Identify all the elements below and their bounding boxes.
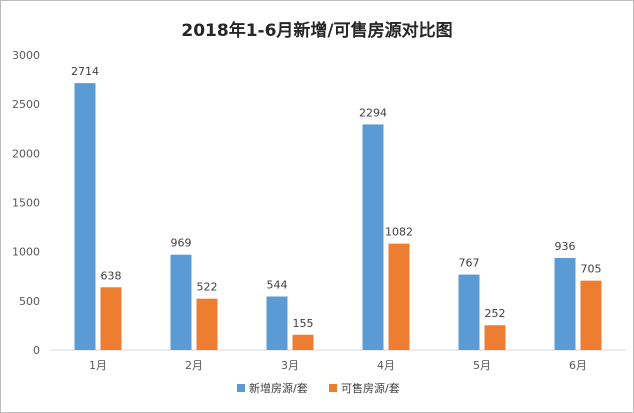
chart-bars xyxy=(74,83,602,350)
y-tick-label: 500 xyxy=(19,295,40,308)
data-label: 1082 xyxy=(385,226,413,239)
bar-new-4 xyxy=(362,124,384,350)
bar-available-1 xyxy=(100,287,122,350)
data-label: 544 xyxy=(267,279,288,292)
data-label: 2294 xyxy=(359,106,387,119)
x-tick-label: 1月 xyxy=(89,359,107,372)
legend-swatch xyxy=(329,384,337,392)
bar-available-6 xyxy=(580,280,602,350)
bar-available-4 xyxy=(388,243,410,350)
y-tick-label: 1000 xyxy=(12,246,40,259)
y-tick-label: 1500 xyxy=(12,197,40,210)
chart-data-labels: 2714 638 969 522 544 155 2294 1082 767 252 936 705 xyxy=(71,65,602,330)
y-tick-label: 2000 xyxy=(12,147,40,160)
chart-title: 2018年1-6月新增/可售房源对比图 xyxy=(181,21,453,41)
x-tick-label: 5月 xyxy=(473,359,491,372)
y-tick-label: 3000 xyxy=(12,49,40,62)
data-label: 2714 xyxy=(71,65,99,78)
bar-available-2 xyxy=(196,298,218,350)
bar-new-1 xyxy=(74,83,96,350)
data-label: 638 xyxy=(101,269,122,282)
data-label: 522 xyxy=(197,281,218,294)
chart-legend: 新增房源/套 可售房源/套 xyxy=(237,381,400,395)
x-tick-label: 6月 xyxy=(569,359,587,372)
data-label: 936 xyxy=(555,240,576,253)
x-tick-label: 3月 xyxy=(281,359,299,372)
data-label: 767 xyxy=(459,257,480,270)
data-label: 969 xyxy=(171,237,192,250)
data-label: 705 xyxy=(581,263,602,276)
legend-label: 可售房源/套 xyxy=(341,381,400,395)
legend-swatch xyxy=(237,384,245,392)
chart-axes: 0 500 1000 1500 2000 2500 3000 1月 2月 3月 4月 5月 6月 xyxy=(12,49,626,372)
x-tick-label: 2月 xyxy=(185,359,203,372)
bar-new-2 xyxy=(170,254,192,350)
y-tick-label: 0 xyxy=(33,344,40,357)
data-label: 252 xyxy=(485,307,506,320)
data-label: 155 xyxy=(293,317,314,330)
x-tick-label: 4月 xyxy=(377,359,395,372)
bar-available-5 xyxy=(484,325,506,350)
bar-available-3 xyxy=(292,334,314,350)
bar-new-6 xyxy=(554,257,576,350)
bar-new-5 xyxy=(458,274,480,350)
legend-label: 新增房源/套 xyxy=(249,381,308,395)
y-tick-label: 2500 xyxy=(12,98,40,111)
bar-new-3 xyxy=(266,296,288,350)
